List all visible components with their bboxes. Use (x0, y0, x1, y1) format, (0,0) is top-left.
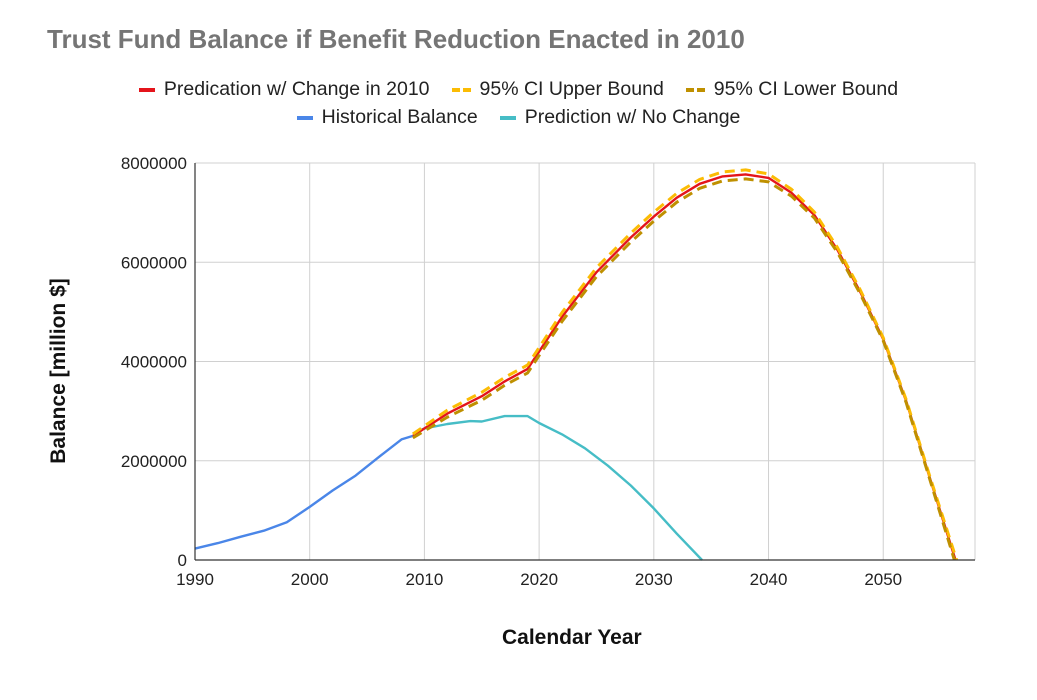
series-lines (194, 168, 959, 561)
series-line-predication-w-change-in-2010 (412, 173, 957, 561)
x-tick-label: 2020 (520, 570, 558, 589)
legend-item-ci-upper[interactable]: 95% CI Upper Bound (451, 78, 664, 101)
x-tick-label: 1990 (176, 570, 214, 589)
chart-title: Trust Fund Balance if Benefit Reduction … (47, 24, 745, 54)
legend-item-no-change[interactable]: Prediction w/ No Change (499, 106, 741, 129)
series-line-95-ci-upper-bound (412, 168, 959, 561)
y-tick-label: 0 (178, 551, 187, 570)
grid (195, 162, 976, 560)
tick-labels: 0 2000000 4000000 6000000 8000000 1990 2000 201… (121, 154, 902, 589)
legend-label: 95% CI Upper Bound (479, 78, 664, 100)
legend-label: 95% CI Lower Bound (713, 78, 899, 100)
x-tick-label: 2050 (864, 570, 902, 589)
y-tick-label: 6000000 (121, 253, 187, 272)
series-line-95-ci-lower-bound (412, 177, 956, 561)
x-tick-label: 2000 (291, 570, 329, 589)
legend-label: Historical Balance (321, 106, 478, 128)
y-tick-label: 2000000 (121, 452, 187, 471)
legend-swatch (685, 87, 694, 92)
x-axis-title: Calendar Year (502, 626, 642, 649)
legend-item-ci-lower[interactable]: 95% CI Lower Bound (685, 78, 899, 101)
legend-swatch (138, 87, 155, 92)
legend-swatch (499, 115, 516, 120)
y-axis-title: Balance [million $] (47, 278, 70, 464)
legend-row-1: Predication w/ Change in 2010 95% CI Upp… (0, 78, 1037, 101)
y-tick-label: 8000000 (121, 154, 187, 173)
x-tick-label: 2040 (750, 570, 788, 589)
legend-label: Prediction w/ No Change (524, 106, 741, 128)
series-line-historical-balance (194, 434, 414, 550)
x-tick-label: 2030 (635, 570, 673, 589)
legend-label: Predication w/ Change in 2010 (163, 78, 430, 100)
y-tick-label: 4000000 (121, 353, 187, 372)
legend-swatch (451, 87, 460, 92)
legend-swatch (296, 115, 313, 120)
series-line-prediction-w-no-change (412, 414, 703, 561)
legend-item-historical[interactable]: Historical Balance (296, 106, 478, 129)
legend-row-2: Historical Balance Prediction w/ No Chan… (0, 106, 1037, 129)
legend-item-change-2010[interactable]: Predication w/ Change in 2010 (138, 78, 430, 101)
axes (194, 163, 975, 561)
x-tick-label: 2010 (405, 570, 443, 589)
